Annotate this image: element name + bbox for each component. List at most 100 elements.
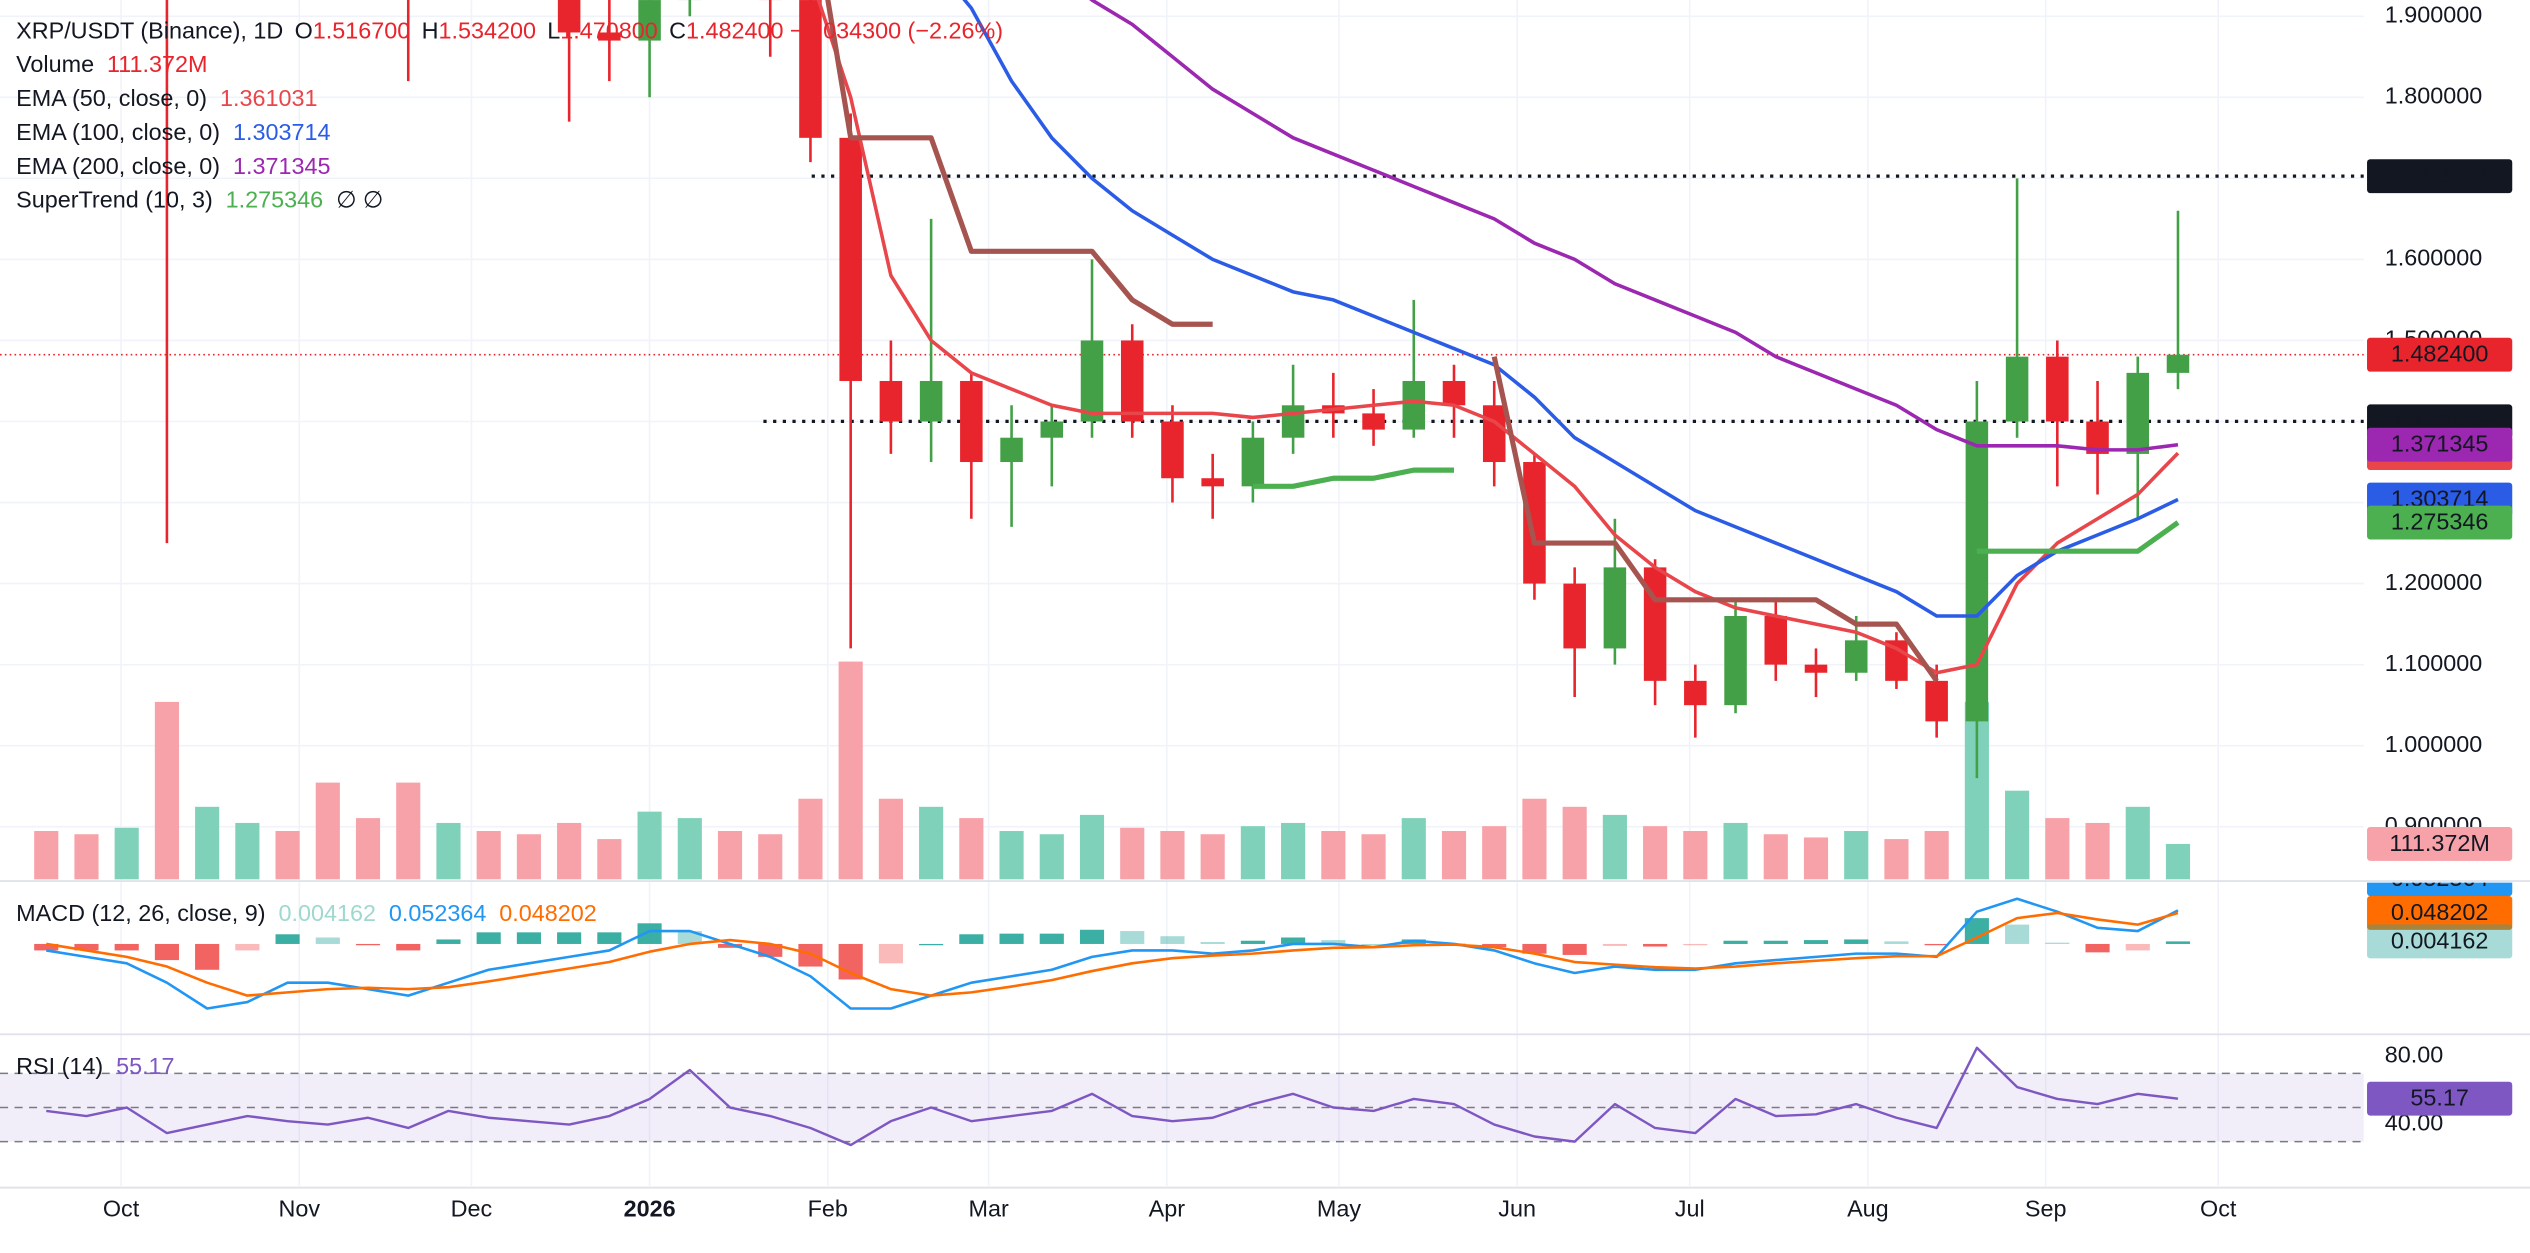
macd-histogram-bar — [1079, 929, 1105, 944]
volume-bar — [1321, 831, 1346, 880]
macd-line — [46, 897, 2179, 1010]
macd-histogram-bar — [1643, 943, 1668, 947]
y-tick-label: 1.000000 — [2385, 731, 2483, 757]
volume-bar — [1844, 831, 1869, 880]
volume-bar — [557, 822, 582, 880]
macd-histogram-bar — [637, 923, 662, 944]
axis-label-box — [2367, 882, 2513, 897]
candle-body — [1000, 437, 1023, 463]
macd-histogram-bar — [1281, 937, 1306, 944]
legend-text: 111.372M — [107, 51, 208, 77]
axis-label: 55.17 — [2410, 1085, 2469, 1111]
candle-body — [1402, 380, 1426, 430]
volume-bar — [959, 818, 984, 880]
candle-body — [1844, 640, 1868, 673]
x-tick-label: Sep — [2025, 1195, 2067, 1221]
volume-bar — [275, 831, 300, 880]
legend-text: RSI (14) — [16, 1053, 103, 1079]
legend-row: EMA (200, close, 0) 1.371345 — [16, 153, 330, 179]
macd-histogram-bar — [34, 943, 59, 951]
axis-label: 1.702737 — [2391, 162, 2489, 188]
legend-text: −0.034300 (−2.26%) — [790, 17, 1003, 43]
legend-row: EMA (50, close, 0) 1.361031 — [16, 85, 317, 111]
volume-bar — [1803, 837, 1829, 880]
legend-text: 1.361031 — [220, 85, 318, 111]
macd-histogram-bar — [597, 932, 622, 944]
macd-histogram-bar — [2125, 943, 2150, 951]
macd-histogram-bar — [2165, 941, 2191, 944]
axis-label: 111.372M — [2389, 830, 2490, 856]
candle-body — [1161, 421, 1184, 479]
legend-text: L — [547, 17, 560, 43]
y-tick-label: 1.900000 — [2385, 1, 2483, 27]
macd-histogram-bar — [1120, 931, 1145, 944]
volume-bar — [597, 839, 622, 880]
macd-histogram-bar — [355, 943, 381, 946]
ema-line — [816, 0, 2180, 675]
volume-bar — [34, 831, 59, 880]
candle-body — [879, 380, 903, 422]
candle-body — [1724, 616, 1747, 706]
macd-histogram-bar — [315, 937, 340, 944]
volume-bar — [717, 831, 743, 880]
candle-body — [1804, 664, 1828, 673]
x-tick-label: Apr — [1149, 1195, 1186, 1221]
macd-histogram-bar — [1160, 936, 1185, 944]
y-tick-label: 1.100000 — [2385, 650, 2483, 676]
volume-bar — [1562, 806, 1587, 880]
candle-body — [1965, 421, 1989, 722]
volume-bar — [1039, 834, 1064, 880]
macd-histogram-bar — [2005, 924, 2030, 944]
candle-body — [1362, 413, 1385, 430]
volume-bar — [355, 818, 381, 880]
candle-body — [1080, 340, 1104, 422]
volume-bar — [1683, 831, 1708, 880]
legend-text: 1.275346 — [226, 187, 324, 213]
candle-body — [919, 380, 943, 422]
volume-bar — [1602, 814, 1627, 880]
macd-histogram-bar — [1602, 943, 1627, 946]
macd-histogram-bar — [1803, 940, 1829, 944]
macd-histogram-bar — [1844, 939, 1869, 944]
macd-pane — [34, 897, 2191, 1010]
volume-bar — [436, 822, 461, 880]
x-tick-label: 2026 — [624, 1195, 676, 1221]
x-tick-label: Aug — [1847, 1195, 1889, 1221]
legend-text: 1.371345 — [233, 153, 331, 179]
macd-histogram-bar — [798, 943, 823, 967]
legend-row: MACD (12, 26, close, 9) 0.004162 0.052364 0… — [16, 900, 597, 926]
legend-text: EMA (100, close, 0) — [16, 119, 220, 145]
volume-bar — [758, 834, 783, 880]
candle-body — [1925, 680, 1948, 722]
legend-text: 0.052364 — [389, 900, 487, 926]
legend-row: EMA (100, close, 0) 1.303714 — [16, 119, 330, 145]
candle-body — [2046, 356, 2069, 422]
macd-histogram-bar — [114, 943, 139, 951]
axis-label: 1.275346 — [2391, 509, 2489, 535]
legend-text: 1.470800 — [560, 17, 658, 43]
volume-bar — [1281, 822, 1306, 880]
legend-text: 1.303714 — [233, 119, 331, 145]
candle-body — [598, 32, 621, 41]
volume-bar — [1120, 827, 1145, 880]
macd-histogram-bar — [74, 943, 99, 951]
macd-histogram-bar — [999, 933, 1024, 944]
axis-label: 0.048202 — [2391, 899, 2489, 925]
macd-histogram-bar — [1763, 940, 1788, 944]
macd-histogram-bar — [154, 943, 179, 961]
macd-histogram-bar — [396, 943, 421, 951]
volume-bar — [1401, 818, 1426, 880]
volume-bar — [1200, 834, 1225, 880]
volume-bar — [2125, 806, 2150, 880]
macd-histogram-bar — [1562, 943, 1587, 955]
volume-bar — [516, 834, 541, 880]
legend-text: EMA (50, close, 0) — [16, 85, 207, 111]
macd-histogram-bar — [878, 943, 903, 964]
legend-text: 0.004162 — [278, 900, 376, 926]
volume-bar — [2005, 790, 2030, 880]
x-tick-label: Nov — [278, 1195, 320, 1221]
macd-histogram-bar — [1200, 942, 1225, 944]
price-pane — [0, 0, 2364, 880]
candle-body — [1120, 340, 1144, 422]
